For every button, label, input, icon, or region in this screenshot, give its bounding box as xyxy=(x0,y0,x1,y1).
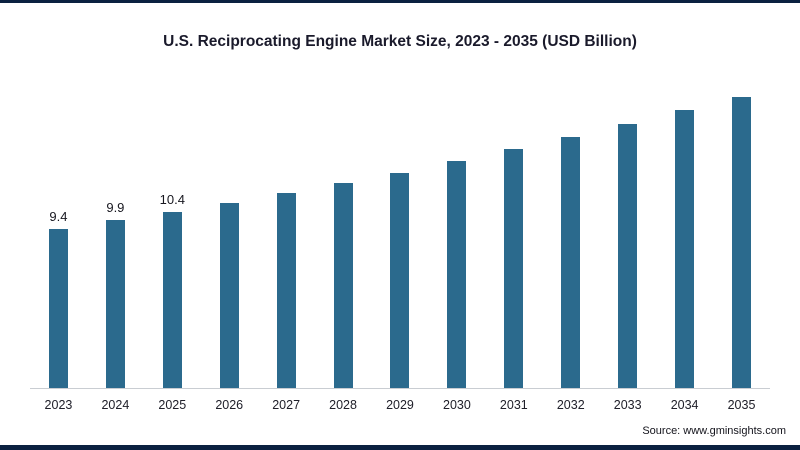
bar-column: 9.9 xyxy=(87,83,144,388)
x-axis-labels: 2023 2024 2025 2026 2027 2028 2029 2030 2031 2032… xyxy=(30,389,770,412)
x-axis-tick-label: 2031 xyxy=(499,398,528,412)
x-axis-tick-label: 2034 xyxy=(670,398,699,412)
bar-column xyxy=(656,83,713,388)
bar-value-label: 9.9 xyxy=(106,200,125,215)
chart-area: 9.4 9.9 10.4 2023 2024 2025 2026 2027 2028 2029 2… xyxy=(30,83,770,412)
bar xyxy=(618,124,638,388)
bar-value-label: 10.4 xyxy=(159,192,185,207)
bar xyxy=(219,203,239,388)
bar xyxy=(561,137,581,388)
bar xyxy=(276,193,296,388)
source-note: Source: www.gminsights.com xyxy=(642,425,786,437)
bar xyxy=(675,110,695,388)
bar-column xyxy=(315,83,372,388)
x-axis-tick-label: 2028 xyxy=(329,398,357,412)
bar xyxy=(333,183,353,388)
bar-column xyxy=(713,83,770,388)
bar-column: 10.4 xyxy=(144,83,201,388)
bar-column xyxy=(542,83,599,388)
bar-column xyxy=(258,83,315,388)
bar-value-label: 9.4 xyxy=(49,209,68,224)
bar-column xyxy=(201,83,258,388)
x-axis-tick-label: 2029 xyxy=(386,398,414,412)
bar-column xyxy=(599,83,656,388)
x-axis-tick-label: 2027 xyxy=(272,398,301,412)
x-axis-tick-label: 2035 xyxy=(727,398,756,412)
x-axis-tick-label: 2025 xyxy=(158,398,187,412)
bar-column xyxy=(428,83,485,388)
chart-title: U.S. Reciprocating Engine Market Size, 2… xyxy=(163,33,637,50)
bar xyxy=(48,229,68,388)
x-axis-tick-label: 2030 xyxy=(443,398,471,412)
x-axis-tick-label: 2023 xyxy=(44,398,73,412)
bar-column: 9.4 xyxy=(30,83,87,388)
x-axis-tick-label: 2024 xyxy=(101,398,130,412)
x-axis-tick-label: 2026 xyxy=(215,398,244,412)
x-axis-tick-label: 2033 xyxy=(613,398,642,412)
x-axis-tick-label: 2032 xyxy=(556,398,585,412)
bar xyxy=(162,212,182,388)
bar xyxy=(390,173,410,388)
bar xyxy=(105,220,125,388)
plot-area: 9.4 9.9 10.4 xyxy=(30,83,770,389)
bar xyxy=(447,161,467,388)
bar-column xyxy=(485,83,542,388)
bar xyxy=(504,149,524,388)
bar-column xyxy=(372,83,429,388)
bar xyxy=(732,97,752,388)
